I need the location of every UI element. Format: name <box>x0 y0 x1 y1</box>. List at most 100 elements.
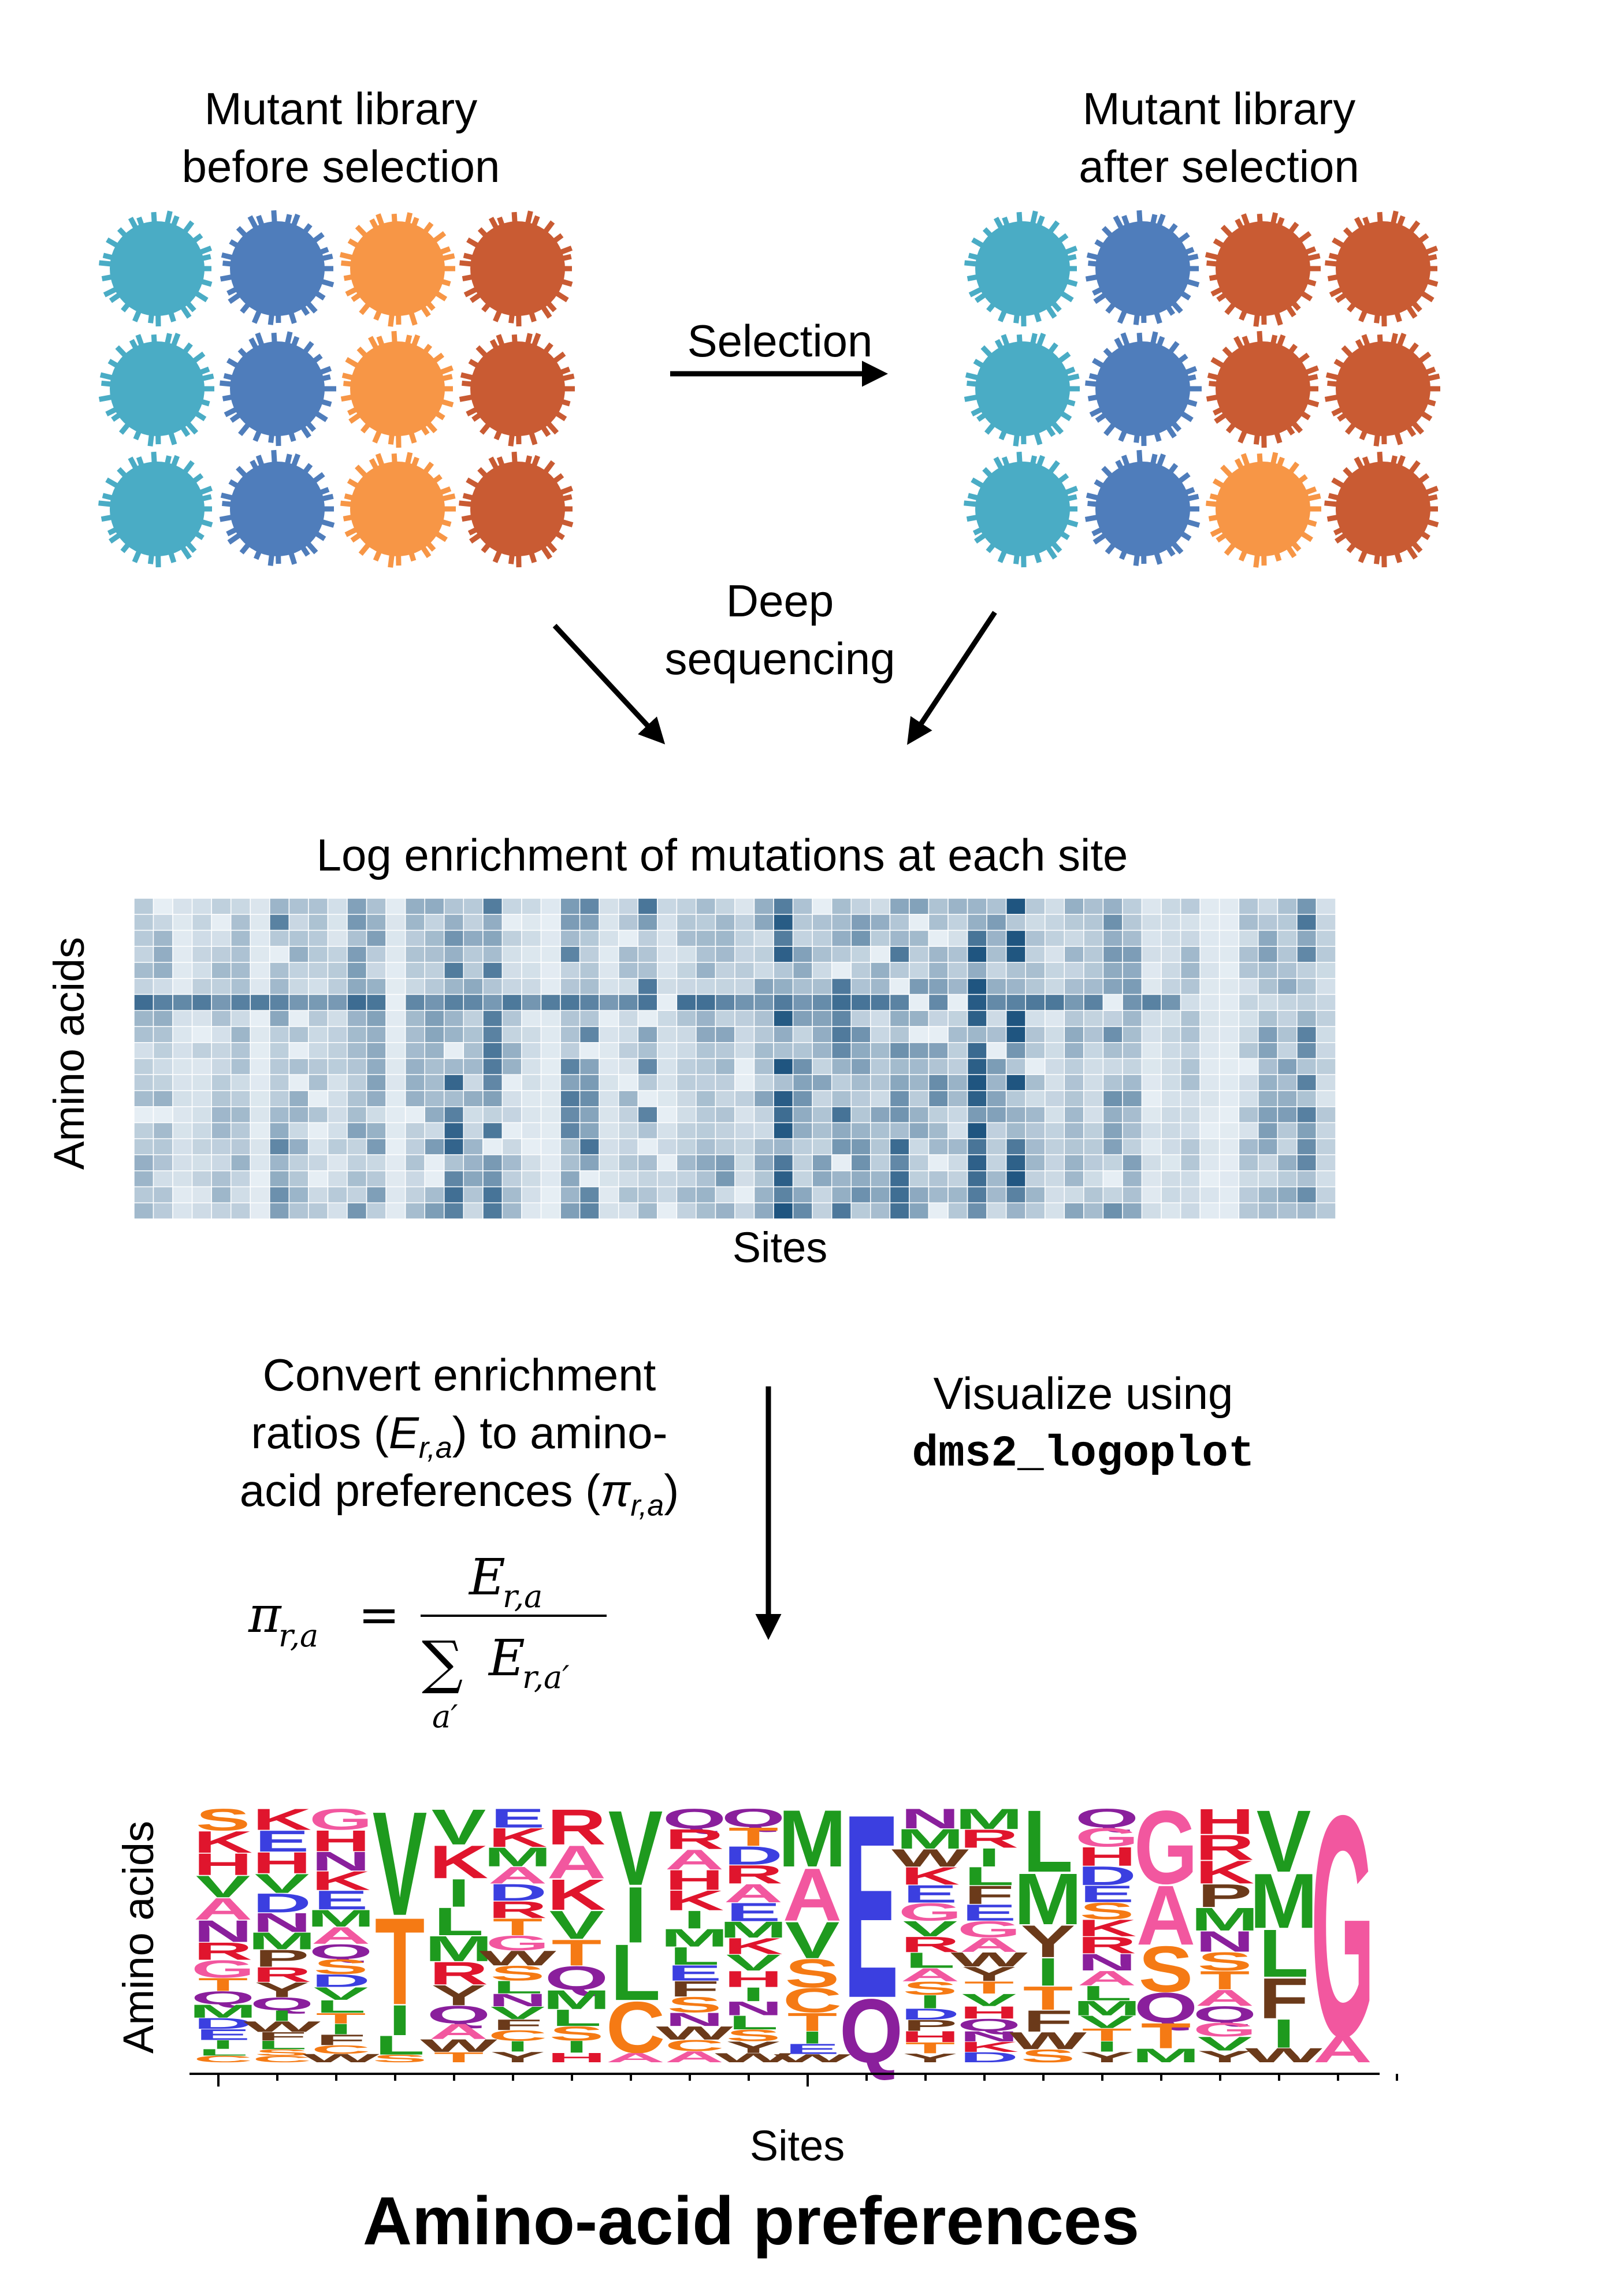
heatmap-cell <box>638 1059 657 1075</box>
heatmap-cell <box>735 1203 755 1219</box>
heatmap-cell <box>851 1107 871 1123</box>
heatmap-cell <box>1220 1059 1239 1075</box>
heatmap-cell <box>1161 1155 1181 1171</box>
heatmap-cell <box>309 1010 328 1027</box>
heatmap-cell <box>463 1010 483 1027</box>
heatmap-cell <box>270 979 289 995</box>
library-after-selection <box>964 210 1440 567</box>
heatmap-cell <box>154 1187 173 1203</box>
heatmap-cell <box>968 946 987 962</box>
heatmap-cell <box>1123 1043 1142 1059</box>
heatmap-cell <box>250 898 270 914</box>
heatmap-cell <box>1064 914 1084 931</box>
heatmap-cell <box>1297 1187 1317 1203</box>
heatmap-cell <box>1297 1074 1317 1091</box>
heatmap-cell <box>270 946 289 962</box>
heatmap-cell <box>502 979 522 995</box>
heatmap-cell <box>1025 979 1045 995</box>
heatmap-cell <box>483 962 503 979</box>
heatmap-cell <box>192 1107 212 1123</box>
heatmap-cell <box>599 1010 619 1027</box>
heatmap-cell <box>1025 1010 1045 1027</box>
heatmap-cell <box>173 946 192 962</box>
heatmap-cell <box>541 962 561 979</box>
heatmap-cell <box>968 1187 987 1203</box>
heatmap-cell <box>1045 1107 1065 1123</box>
heatmap-cell <box>832 1010 852 1027</box>
heatmap-cell <box>502 1155 522 1171</box>
heatmap-cell <box>1064 931 1084 947</box>
heatmap-cell <box>1084 1027 1103 1043</box>
heatmap-cell <box>502 1171 522 1187</box>
heatmap-cell <box>696 1091 716 1107</box>
heatmap-cell <box>1006 1171 1026 1187</box>
heatmap-cell <box>716 1171 735 1187</box>
heatmap-cell <box>909 1010 929 1027</box>
heatmap-cell <box>1064 1107 1084 1123</box>
heatmap-cell <box>1297 1043 1317 1059</box>
heatmap-cell <box>502 946 522 962</box>
heatmap-cell <box>1277 1171 1297 1187</box>
heatmap-cell <box>347 1155 367 1171</box>
heatmap-cell <box>619 1171 638 1187</box>
heatmap-cell <box>1220 1139 1239 1155</box>
heatmap-cell <box>638 1187 657 1203</box>
heatmap-cell <box>696 914 716 931</box>
heatmap-cell <box>250 1187 270 1203</box>
heatmap-cell <box>812 898 832 914</box>
heatmap-cell <box>328 1171 348 1187</box>
heatmap-cell <box>1084 946 1103 962</box>
heatmap-cell <box>948 1043 968 1059</box>
heatmap-cell <box>677 1043 696 1059</box>
heatmap-cell <box>948 1203 968 1219</box>
heatmap-cell <box>1277 1043 1297 1059</box>
heatmap-cell <box>386 1043 406 1059</box>
heatmap-cell <box>1297 898 1317 914</box>
heatmap-cell <box>716 962 735 979</box>
heatmap-cell <box>444 1203 464 1219</box>
heatmap-cell <box>599 1091 619 1107</box>
heatmap-cell <box>716 995 735 1011</box>
heatmap-cell <box>716 946 735 962</box>
heatmap-cell <box>444 995 464 1011</box>
heatmap-cell <box>328 914 348 931</box>
heatmap-cell <box>1161 1010 1181 1027</box>
heatmap-cell <box>1025 1123 1045 1139</box>
heatmap-cell <box>1084 1155 1103 1171</box>
heatmap-cell <box>1258 995 1278 1011</box>
heatmap-cell <box>425 962 444 979</box>
heatmap-cell <box>851 1027 871 1043</box>
heatmap-cell <box>328 1010 348 1027</box>
heatmap-cell <box>328 1074 348 1091</box>
heatmap-cell <box>1006 1091 1026 1107</box>
heatmap-cell <box>386 1027 406 1043</box>
heatmap-cell <box>541 1187 561 1203</box>
heatmap-cell <box>1220 962 1239 979</box>
heatmap-cell <box>1317 1091 1336 1107</box>
heatmap-cell <box>929 1107 949 1123</box>
heatmap-cell <box>483 995 503 1011</box>
heatmap-cell <box>1064 946 1084 962</box>
heatmap-cell <box>1084 1091 1103 1107</box>
heatmap-cell <box>1142 1059 1162 1075</box>
heatmap-cell <box>929 979 949 995</box>
library-particle <box>460 211 573 326</box>
heatmap-cell <box>386 1139 406 1155</box>
heatmap-cell <box>890 1187 909 1203</box>
heatmap-cell <box>231 946 251 962</box>
heatmap-cell <box>832 1059 852 1075</box>
heatmap-cell <box>774 1059 793 1075</box>
heatmap-cell <box>444 979 464 995</box>
heatmap-cell <box>948 1155 968 1171</box>
heatmap-cell <box>871 1155 890 1171</box>
heatmap-cell <box>1317 1043 1336 1059</box>
heatmap-cell <box>890 1091 909 1107</box>
heatmap-cell <box>1297 931 1317 947</box>
heatmap-cell <box>134 1043 154 1059</box>
heatmap-cell <box>929 914 949 931</box>
heatmap-cell <box>1181 1091 1201 1107</box>
heatmap-cell <box>619 1155 638 1171</box>
heatmap-cell <box>832 1187 852 1203</box>
heatmap-cell <box>270 1010 289 1027</box>
heatmap-cell <box>173 931 192 947</box>
